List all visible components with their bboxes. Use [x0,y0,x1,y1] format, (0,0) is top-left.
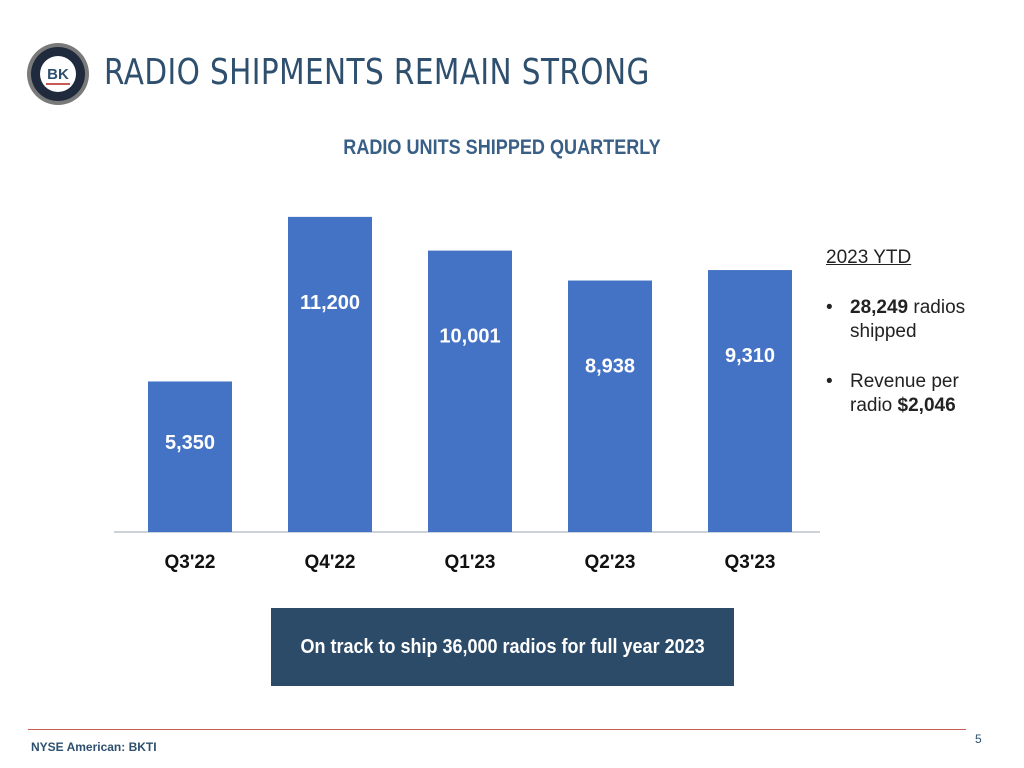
category-label-1: Q4'22 [305,552,356,573]
ytd-radios-label: radios shipped [850,297,966,342]
logo-stripe [46,83,70,85]
logo-text: BK [47,66,69,83]
bar-value-label-2: 10,001 [439,326,500,348]
bar-value-label-1: 11,200 [300,292,360,314]
company-logo: BK [27,43,89,105]
page-title: RADIO SHIPMENTS REMAIN STRONG [104,52,650,93]
ytd-revenue-per-radio: Revenue per radio $2,046 [826,370,996,418]
footer-ticker: NYSE American: BKTI [31,740,157,754]
ytd-revenue-value: $2,046 [897,395,956,416]
bar-2 [428,250,512,532]
ytd-revenue-label: Revenue per radio [850,371,959,416]
category-label-3: Q2'23 [585,552,636,573]
bar-4 [708,270,792,532]
bar-3 [568,280,652,532]
bar-value-label-3: 8,938 [585,356,635,378]
ytd-radios-shipped: 28,249 radios shipped [826,296,996,344]
bar-chart: 5,350 Q3'22 11,200 Q4'22 10,001 Q1'23 8,938 Q2'… [114,216,820,573]
bar-0 [148,381,232,532]
category-label-2: Q1'23 [445,552,496,573]
bar-value-label-0: 5,350 [165,432,215,454]
outlook-banner: On track to ship 36,000 radios for full … [271,608,734,686]
category-label-4: Q3'23 [725,552,776,573]
category-label-0: Q3'22 [165,552,216,573]
ytd-radios-value: 28,249 [850,297,909,318]
page-number: 5 [975,732,982,746]
chart-title: RADIO UNITS SHIPPED QUARTERLY [343,136,661,159]
ytd-summary: 2023 YTD 28,249 radios shipped Revenue p… [826,246,996,444]
ytd-heading: 2023 YTD [826,247,912,268]
bar-1 [288,216,372,533]
bar-value-label-4: 9,310 [725,345,775,367]
footer-rule [28,729,966,730]
outlook-banner-text: On track to ship 36,000 radios for full … [300,635,705,658]
